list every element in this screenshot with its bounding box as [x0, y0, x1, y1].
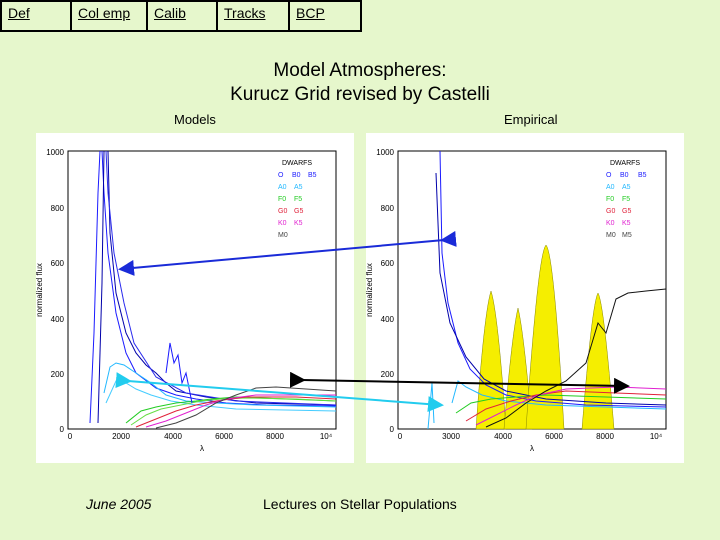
x-tick-label: 10⁴	[320, 432, 333, 441]
models-spectra-svg: 1000 800 600 400 200 0 0 2000 4000 6000 …	[35, 148, 337, 453]
y-tick-label: 600	[381, 259, 395, 268]
y-axis-label: normalized flux	[36, 263, 44, 317]
legend-entry: K5	[622, 220, 631, 227]
models-label: Models	[174, 112, 216, 127]
y-tick-label: 0	[60, 425, 65, 434]
y-tick-label: 800	[381, 204, 395, 213]
legend-entry: M0	[278, 232, 288, 239]
legend-entry: K5	[294, 220, 303, 227]
y-tick-label: 0	[390, 425, 395, 434]
y-tick-label: 1000	[46, 148, 64, 157]
navigation-bar: Def Col emp Calib Tracks BCP	[0, 0, 362, 32]
legend-entry: G0	[278, 208, 287, 215]
y-tick-label: 200	[51, 370, 65, 379]
x-axis-label: λ	[200, 444, 204, 453]
legend-entry: F0	[606, 196, 614, 203]
legend-entry: B5	[308, 172, 317, 179]
x-tick-label: 6000	[545, 432, 563, 441]
footer-course: Lectures on Stellar Populations	[263, 496, 457, 512]
y-axis-label: normalized flux	[366, 263, 374, 317]
legend-entry: O	[606, 172, 612, 179]
x-tick-label: 0	[68, 432, 73, 441]
spectrum-curve	[485, 288, 667, 428]
x-tick-label: 10⁴	[650, 432, 663, 441]
models-plot-frame	[67, 150, 337, 430]
slide-title-line1: Model Atmospheres:	[273, 60, 447, 81]
nav-col-emp-link[interactable]: Col emp	[72, 2, 148, 30]
legend-entry: O	[278, 172, 284, 179]
legend-entry: G5	[294, 208, 303, 215]
legend-entry: G5	[622, 208, 631, 215]
x-tick-label: 2000	[112, 432, 130, 441]
legend-entry: B0	[620, 172, 629, 179]
y-tick-label: 400	[51, 315, 65, 324]
spectrum-curve	[97, 150, 337, 424]
x-tick-label: 3000	[442, 432, 460, 441]
footer-date: June 2005	[86, 496, 152, 512]
legend-entry: B5	[638, 172, 647, 179]
y-tick-label: 1000	[376, 148, 394, 157]
spectrum-curve	[455, 394, 667, 414]
y-tick-label: 200	[381, 370, 395, 379]
spectrum-curve	[130, 397, 337, 426]
y-tick-label: 400	[381, 315, 395, 324]
y-tick-label: 600	[51, 259, 65, 268]
legend-entry: A0	[606, 184, 615, 191]
legend-entry: A5	[294, 184, 303, 191]
nav-calib-link[interactable]: Calib	[148, 2, 218, 30]
legend-entry: A5	[622, 184, 631, 191]
nav-def-link[interactable]: Def	[2, 2, 72, 30]
legend-entry: M0	[606, 232, 616, 239]
x-tick-label: 8000	[596, 432, 614, 441]
nav-bcp-link[interactable]: BCP	[290, 2, 360, 30]
empirical-label: Empirical	[504, 112, 558, 127]
spectrum-curve	[155, 386, 337, 429]
legend-entry: F0	[278, 196, 286, 203]
legend-entry: F5	[294, 196, 302, 203]
models-spectra-plot: 1000 800 600 400 200 0 0 2000 4000 6000 …	[35, 133, 354, 463]
legend-entry: K0	[606, 220, 615, 227]
x-tick-label: 6000	[215, 432, 233, 441]
x-tick-label: 4000	[494, 432, 512, 441]
legend-entry: B0	[292, 172, 301, 179]
spectrum-curve	[89, 150, 337, 424]
legend-entry: A0	[278, 184, 287, 191]
empirical-spectra-svg: 1000 800 600 400 200 0 0 3000 4000 6000 …	[365, 148, 667, 453]
legend-entry: K0	[278, 220, 287, 227]
legend-title: DWARFS	[610, 160, 640, 167]
y-tick-label: 800	[51, 204, 65, 213]
legend-title: DWARFS	[282, 160, 312, 167]
x-tick-label: 8000	[266, 432, 284, 441]
x-tick-label: 0	[398, 432, 403, 441]
legend-entry: F5	[622, 196, 630, 203]
nav-tracks-link[interactable]: Tracks	[218, 2, 290, 30]
x-tick-label: 4000	[164, 432, 182, 441]
band-hump	[475, 290, 507, 430]
empirical-spectra-plot: 1000 800 600 400 200 0 0 3000 4000 6000 …	[365, 133, 684, 463]
spectrum-curve	[165, 342, 193, 404]
legend-entry: G0	[606, 208, 615, 215]
slide-title-line2: Kurucz Grid revised by Castelli	[230, 84, 490, 105]
legend-entry: M5	[622, 232, 632, 239]
x-axis-label: λ	[530, 444, 534, 453]
